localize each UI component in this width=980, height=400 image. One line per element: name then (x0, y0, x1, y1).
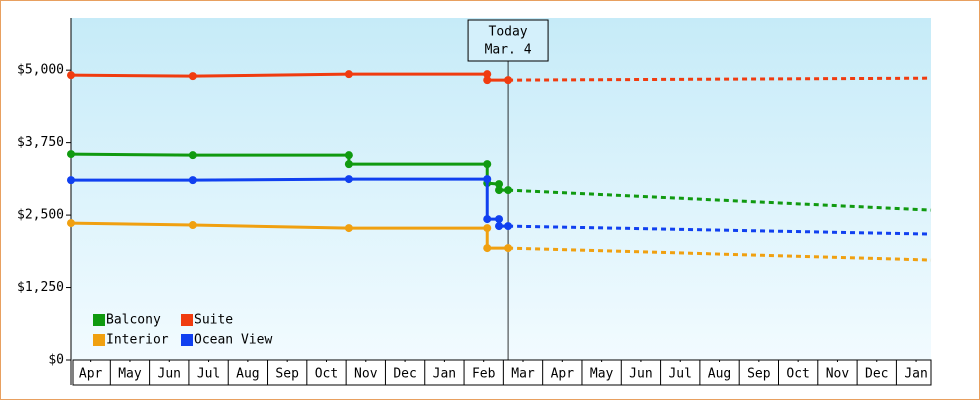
x-tick-label: Dec (865, 367, 888, 382)
point (344, 70, 353, 79)
point (67, 71, 75, 80)
point (344, 151, 353, 160)
forecast-line (508, 246, 932, 262)
today-label: Today (489, 25, 528, 40)
point (483, 76, 492, 85)
point (504, 76, 513, 85)
point (188, 72, 197, 81)
x-tick-label: Feb (472, 367, 496, 382)
x-tick-label: Jan (433, 367, 456, 382)
x-axis-band (72, 359, 932, 386)
point (344, 175, 353, 184)
x-tick-label: Mar (511, 367, 535, 382)
x-tick-label: Oct (786, 367, 809, 382)
x-tick-label: Jun (629, 367, 652, 382)
point (495, 222, 504, 231)
x-tick-label: Nov (354, 367, 378, 382)
legend-swatch (93, 334, 105, 346)
point (188, 151, 197, 160)
point (483, 70, 492, 79)
legend-swatch (93, 314, 105, 326)
legend-swatch (181, 314, 193, 326)
point (67, 176, 75, 185)
x-tick-label: Jul (197, 367, 220, 382)
point (504, 186, 513, 195)
y-tick-label: $5,000 (17, 63, 64, 78)
forecast-line (508, 76, 932, 82)
point (483, 160, 492, 169)
legend-label: Suite (194, 313, 233, 328)
x-tick-label: May (118, 367, 142, 382)
point (67, 219, 75, 228)
legend-label: Balcony (106, 313, 161, 328)
today-date: Mar. 4 (485, 43, 532, 58)
point (483, 244, 492, 253)
point (495, 186, 504, 195)
point (67, 150, 75, 159)
x-tick-label: May (590, 367, 614, 382)
x-tick-label: Apr (551, 367, 575, 382)
x-tick-label: Aug (708, 367, 731, 382)
forecast-line (508, 224, 932, 236)
y-tick-label: $2,500 (17, 208, 64, 223)
point (495, 215, 504, 224)
legend-swatch (181, 334, 193, 346)
x-tick-label: Nov (826, 367, 850, 382)
point (483, 215, 492, 224)
x-tick-label: Dec (393, 367, 416, 382)
y-tick-label: $3,750 (17, 135, 64, 150)
legend-label: Ocean View (194, 333, 272, 348)
forecast-line (508, 188, 932, 212)
x-tick-label: Sep (747, 367, 771, 382)
point (483, 224, 492, 233)
point (504, 222, 513, 231)
x-tick-label: Aug (236, 367, 259, 382)
point (483, 175, 492, 184)
point (188, 221, 197, 230)
point (504, 244, 513, 253)
x-tick-label: Apr (79, 367, 103, 382)
point (188, 176, 197, 185)
legend-label: Interior (106, 333, 169, 348)
point (495, 180, 504, 189)
x-tick-label: Sep (275, 367, 299, 382)
x-tick-label: Jul (668, 367, 691, 382)
point (344, 224, 353, 233)
today-box (467, 19, 549, 62)
y-tick-label: $1,250 (17, 280, 64, 295)
x-tick-label: Oct (315, 367, 338, 382)
x-tick-label: Jun (158, 367, 181, 382)
y-tick-label: $0 (48, 353, 64, 368)
x-tick-label: Jan (904, 367, 927, 382)
point (344, 160, 353, 169)
